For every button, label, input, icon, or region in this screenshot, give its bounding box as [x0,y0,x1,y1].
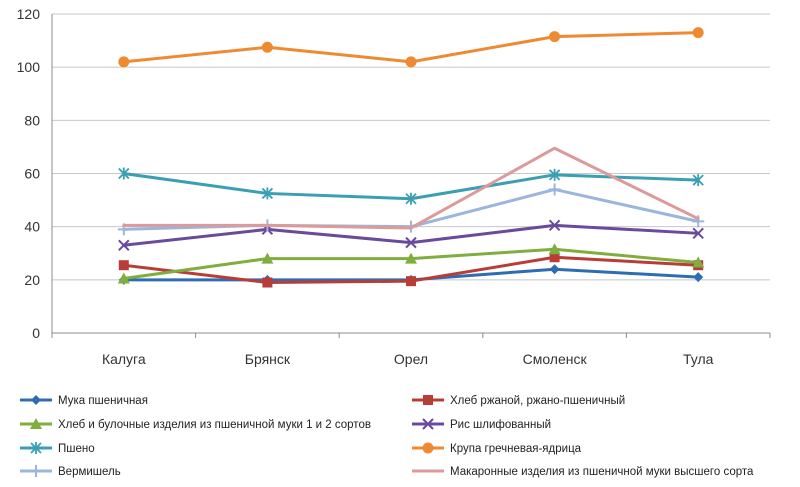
legend-marker [422,442,434,454]
series [117,243,705,284]
data-point [405,252,417,264]
y-tick-label: 60 [24,166,40,182]
series [122,146,700,230]
axes: 0 20 40 60 80 100 120 Калуга Брянск Орел Смоленск Т… [17,6,771,367]
series [118,167,704,205]
x-tick-label: Брянск [245,351,291,367]
data-point [405,56,417,68]
data-point [262,277,273,288]
legend-label: Вермишель [58,466,121,478]
data-point [118,167,130,180]
legend-label: Рис шлифованный [450,419,551,431]
y-tick-label: 20 [24,272,40,288]
data-point [261,41,273,53]
legend-marker [30,442,42,454]
y-tick-label: 0 [32,325,40,341]
y-tick-label: 120 [17,6,41,22]
legend-marker [422,418,434,430]
data-point [405,192,417,205]
data-point [548,183,561,196]
legend-marker [30,418,42,429]
legend-marker [31,395,41,405]
series [118,219,704,251]
data-point [118,239,130,251]
data-point [548,243,561,255]
data-point [692,256,705,268]
legend-item: Макаронные изделия из пшеничной муки выс… [412,466,754,478]
data-point [693,272,704,283]
legend-item: Вермишель [20,465,121,478]
data-point [692,27,704,39]
legend-label: Хлеб и булочные изделия из пшеничной мук… [58,419,371,431]
data-point [405,236,417,249]
y-tick-label: 80 [24,112,40,128]
legend-item: Пшено [20,442,95,455]
legend-marker [30,465,42,477]
legend-item: Хлеб ржаной, ржано-пшеничный [412,395,625,407]
data-point [549,252,560,263]
y-tick-label: 40 [24,219,40,235]
data-point [117,272,130,284]
legend-item: Мука пшеничная [20,395,148,407]
legend-label: Мука пшеничная [58,395,148,407]
data-point [549,264,560,275]
x-tick-label: Смоленск [523,351,588,367]
legend-marker [423,395,433,405]
data-point [692,227,704,240]
x-tick-label: Калуга [102,351,146,367]
legend-item: Хлеб и булочные изделия из пшеничной мук… [20,418,371,431]
data-point [118,56,130,68]
x-tick-label: Орел [394,351,428,367]
legend-label: Пшено [58,443,95,455]
legend: Мука пшеничная Хлеб ржаной, ржано-пшеничн… [20,395,754,478]
data-point [261,252,274,264]
legend-label: Хлеб ржаной, ржано-пшеничный [450,395,625,407]
legend-item: Рис шлифованный [412,418,551,431]
series [118,27,704,68]
data-point [118,260,129,271]
data-point [261,187,274,200]
series-lines [117,27,705,288]
data-point [692,174,704,187]
data-point [406,276,416,287]
x-tick-label: Тула [683,351,714,367]
legend-item: Крупа гречневая-ядрица [412,442,582,455]
data-point [549,31,561,43]
legend-label: Макаронные изделия из пшеничной муки выс… [450,466,754,478]
data-point [548,219,561,232]
y-tick-label: 100 [17,59,41,75]
data-point [548,168,561,181]
legend-label: Крупа гречневая-ядрица [450,443,582,455]
series-line [122,146,700,230]
